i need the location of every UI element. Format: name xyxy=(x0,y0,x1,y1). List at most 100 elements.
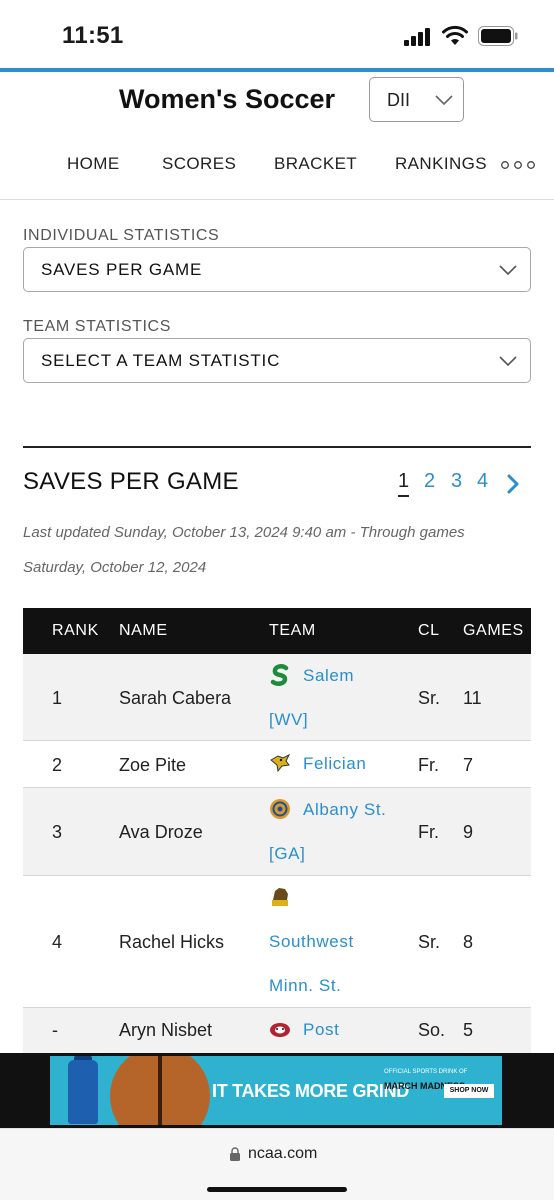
more-options-icon[interactable] xyxy=(500,160,536,170)
page-title: Women's Soccer xyxy=(119,84,335,114)
games-cell: 11 xyxy=(463,688,482,708)
team-name-line[interactable]: Southwest xyxy=(269,932,354,951)
chevron-right-icon[interactable] xyxy=(505,473,521,495)
status-bar: 11:51 xyxy=(0,0,554,68)
table-row: 3 Ava Droze Albany St. [GA] Fr. 9 xyxy=(23,788,531,876)
team-cell: Post xyxy=(269,1008,409,1052)
ad-headline: IT TAKES MORE GRIND xyxy=(212,1081,409,1101)
team-name-line: Salem xyxy=(303,666,355,685)
player-name-cell: Ava Droze xyxy=(119,822,203,842)
team-name-line: Felician xyxy=(303,754,367,773)
team-name-line: Albany St. xyxy=(303,800,387,819)
browser-address-bar[interactable]: ncaa.com xyxy=(0,1128,554,1200)
page-link-3[interactable]: 3 xyxy=(451,470,463,492)
basketball-seam xyxy=(158,1056,162,1125)
player-name-cell: Sarah Cabera xyxy=(119,688,232,708)
team-logo-line[interactable] xyxy=(269,876,409,920)
page-link-4[interactable]: 4 xyxy=(477,470,489,492)
table-row: 4 Rachel Hicks Southwest Minn. St. Sr. 8 xyxy=(23,876,531,1008)
rank-cell: 1 xyxy=(52,688,63,708)
lock-icon xyxy=(230,1147,240,1161)
games-cell: 7 xyxy=(463,755,474,775)
individual-stats-select[interactable]: SAVES PER GAME xyxy=(23,247,531,292)
salem-logo-icon xyxy=(270,664,289,686)
page-link-2[interactable]: 2 xyxy=(424,470,436,492)
last-updated-text: Last updated Sunday, October 13, 2024 9:… xyxy=(23,524,465,541)
ad-shop-now-button[interactable]: SHOP NOW xyxy=(444,1084,494,1098)
team-link[interactable]: Albany St. xyxy=(269,788,409,832)
table-row: - Aryn Nisbet Post So. 5 xyxy=(23,1008,531,1055)
division-value: DII xyxy=(387,90,411,110)
player-name-cell: Aryn Nisbet xyxy=(119,1020,213,1040)
team-link[interactable]: Felician xyxy=(269,741,409,787)
player-name-cell: Zoe Pite xyxy=(119,755,187,775)
rank-cell: 2 xyxy=(52,755,63,775)
table-row: 1 Sarah Cabera Salem [WV] Sr. 11 xyxy=(23,654,531,741)
column-header-cl: CL xyxy=(418,622,440,639)
url-text[interactable]: ncaa.com xyxy=(248,1145,318,1162)
nav-scores[interactable]: SCORES xyxy=(162,154,237,173)
nav-bracket[interactable]: BRACKET xyxy=(274,154,358,173)
table-row: 2 Zoe Pite Felician Fr. 7 xyxy=(23,741,531,788)
team-stats-value: SELECT A TEAM STATISTIC xyxy=(41,351,281,370)
team-link[interactable]: Salem xyxy=(269,654,409,698)
individual-stats-value: SAVES PER GAME xyxy=(41,260,203,279)
home-indicator[interactable] xyxy=(207,1187,347,1192)
team-cell: Albany St. [GA] xyxy=(269,788,409,876)
column-header-name: NAME xyxy=(119,622,168,639)
last-updated-date: Saturday, October 12, 2024 xyxy=(23,559,207,576)
team-name-line: Post xyxy=(303,1020,340,1039)
march-madness-logo: MARCH MADNESS xyxy=(384,1081,465,1091)
column-header-games: GAMES xyxy=(463,622,524,639)
team-cell: Felician xyxy=(269,741,409,787)
chevron-down-icon xyxy=(499,265,517,276)
column-header-team: TEAM xyxy=(269,622,316,639)
stats-table: RANK NAME TEAM CL GAMES 1 Sarah Cabera S… xyxy=(23,608,531,1055)
rank-cell: 4 xyxy=(52,932,63,952)
rank-cell: - xyxy=(52,1020,58,1040)
site-header: Women's Soccer DII HOME SCORES BRACKET R… xyxy=(0,72,554,200)
battery-icon xyxy=(478,26,518,46)
rank-cell: 3 xyxy=(52,822,63,842)
team-cell: Southwest Minn. St. xyxy=(269,876,409,1008)
ad-creative[interactable]: IT TAKES MORE GRIND OFFICIAL SPORTS DRIN… xyxy=(50,1056,502,1125)
page-link-1[interactable]: 1 xyxy=(398,470,410,497)
ad-banner[interactable]: IT TAKES MORE GRIND OFFICIAL SPORTS DRIN… xyxy=(0,1053,554,1128)
team-stats-select[interactable]: SELECT A TEAM STATISTIC xyxy=(23,338,531,383)
post-logo-icon xyxy=(270,1023,290,1037)
team-link[interactable]: Post xyxy=(269,1008,409,1052)
team-cell: Salem [WV] xyxy=(269,654,409,742)
table-header: RANK NAME TEAM CL GAMES xyxy=(23,608,531,654)
class-cell: Sr. xyxy=(418,688,441,708)
chevron-down-icon xyxy=(499,356,517,367)
wifi-icon xyxy=(442,25,468,45)
class-cell: Fr. xyxy=(418,755,439,775)
nav-rankings[interactable]: RANKINGS xyxy=(395,154,487,173)
chevron-down-icon xyxy=(435,95,453,106)
individual-stats-label: INDIVIDUAL STATISTICS xyxy=(23,227,220,244)
section-divider xyxy=(23,446,531,448)
team-stats-label: TEAM STATISTICS xyxy=(23,318,171,335)
games-cell: 9 xyxy=(463,822,474,842)
albany-st-logo-icon xyxy=(270,799,290,819)
team-name-line[interactable]: Minn. St. xyxy=(269,976,342,995)
team-name-line[interactable]: [GA] xyxy=(269,844,306,863)
drink-bottle-image xyxy=(68,1060,98,1124)
main-nav: HOME SCORES BRACKET RANKINGS xyxy=(0,154,554,176)
class-cell: Sr. xyxy=(418,932,441,952)
games-cell: 5 xyxy=(463,1020,474,1040)
player-name-cell: Rachel Hicks xyxy=(119,932,225,952)
class-cell: So. xyxy=(418,1020,446,1040)
column-header-rank: RANK xyxy=(52,622,99,639)
nav-home[interactable]: HOME xyxy=(67,154,120,173)
status-time: 11:51 xyxy=(62,22,124,49)
ad-small-text: OFFICIAL SPORTS DRINK OF xyxy=(384,1069,468,1075)
team-name-line[interactable]: [WV] xyxy=(269,710,309,729)
class-cell: Fr. xyxy=(418,822,439,842)
games-cell: 8 xyxy=(463,932,474,952)
division-select[interactable]: DII xyxy=(369,77,464,122)
felician-logo-icon xyxy=(270,753,291,773)
accent-rule xyxy=(0,68,554,72)
southwest-minn-st-logo-icon xyxy=(272,888,288,906)
cellular-signal-icon xyxy=(404,28,430,46)
